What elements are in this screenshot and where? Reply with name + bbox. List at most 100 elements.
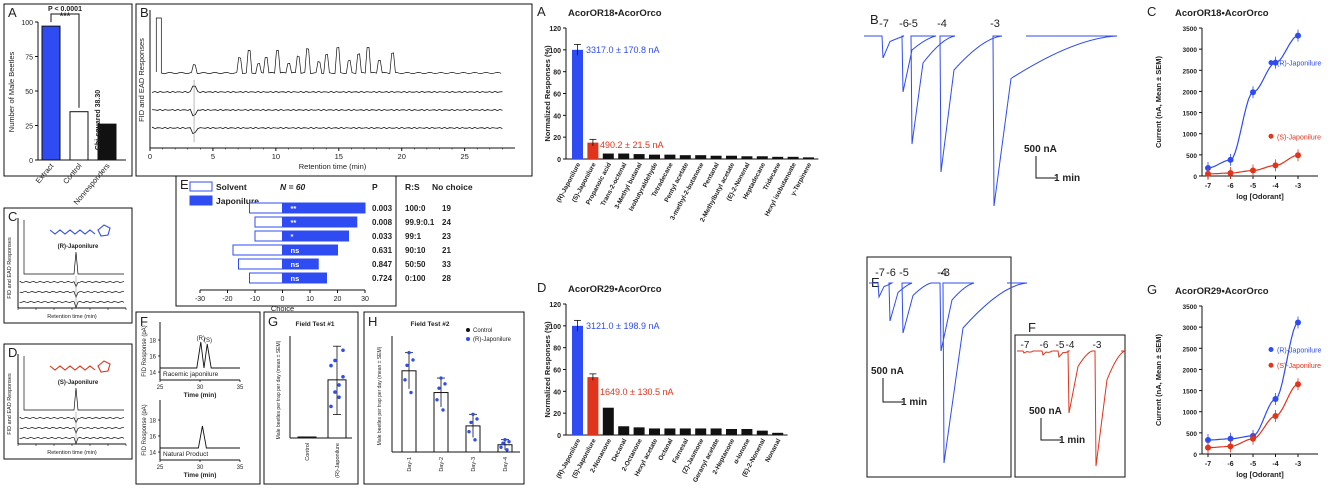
- chart-title: Field Test #1: [296, 321, 335, 328]
- ead-trace: [19, 290, 125, 299]
- data-point: [1295, 32, 1301, 39]
- bar: [710, 155, 722, 159]
- bar: [679, 155, 691, 159]
- legend-marker: [1268, 60, 1274, 66]
- x-axis-label: log [Odorant]: [1236, 470, 1284, 479]
- peak-label: (R): [197, 336, 205, 342]
- header-rs: R:S: [405, 182, 420, 192]
- panel-letter: F: [1028, 320, 1036, 335]
- y-tick-label: 18: [149, 339, 156, 345]
- y-tick-label: 20: [553, 411, 561, 418]
- bar: [649, 428, 660, 435]
- bar: [756, 430, 768, 435]
- data-point: [505, 448, 509, 452]
- x-axis-label: Choice: [271, 304, 294, 313]
- panel-frame: [175, 175, 397, 307]
- panel-frame: [866, 256, 1012, 478]
- data-point: [341, 375, 345, 379]
- y-tick-label: 500: [1186, 431, 1197, 438]
- data-point: [409, 390, 413, 395]
- rs-ratio: 50:50: [405, 260, 426, 269]
- panel-d_right: D AcorOR29•AcorOrco 0 20 40 60 80 100 120 Normali…: [537, 280, 788, 484]
- data-point: [437, 386, 441, 390]
- japonilure-bar: [282, 216, 358, 228]
- x-tick-label: Extract: [34, 161, 56, 185]
- bar: [803, 157, 814, 159]
- significance-label: ns: [291, 274, 300, 283]
- data-point: [1250, 89, 1256, 96]
- rs-ratio: 99:1: [405, 232, 422, 241]
- legend-label: Japonilure: [216, 196, 259, 206]
- scale-current: 500 nA: [1024, 144, 1057, 155]
- x-tick-label: Day-2: [439, 457, 445, 472]
- concentration-label: -4: [1066, 340, 1075, 351]
- x-tick-label: 10: [306, 296, 314, 303]
- ead-trace: [19, 416, 125, 424]
- data-point: [507, 440, 511, 444]
- panel-letter: A: [8, 5, 17, 20]
- legend-marker: [1268, 133, 1274, 139]
- molecule-chain: [49, 229, 96, 235]
- panel-letter: D: [8, 345, 17, 360]
- data-point: [503, 437, 507, 442]
- fid-trace: [155, 17, 502, 75]
- panel-b_right: B -7 -6 -5 -4 -3 500 nA 1 min: [864, 12, 1118, 207]
- legend-marker: [1268, 362, 1274, 368]
- bar: [41, 25, 61, 161]
- scale-time: 1 min: [901, 397, 927, 408]
- concentration-label: -6: [899, 18, 909, 30]
- data-point: [435, 398, 439, 402]
- y-tick-label: 25: [25, 124, 33, 131]
- panel-letter: H: [368, 314, 377, 329]
- chart-title: AcorOR29•AcorOrco: [568, 284, 662, 295]
- japonilure-bar: [282, 202, 366, 214]
- legend-marker: [466, 337, 470, 341]
- n-label: N = 60: [280, 182, 306, 192]
- solvent-bar: [232, 244, 283, 256]
- y-axis-label: Male beetles per trap per day (mean ± SE…: [276, 340, 282, 439]
- concentration-label: -4: [937, 18, 947, 30]
- panel-d_left: D Retention time (min) FID and EAD Respons…: [3, 343, 133, 460]
- x-tick-label: 25: [157, 385, 164, 391]
- value-annotation: 3317.0 ± 170.8 nA: [586, 45, 660, 55]
- legend-label: Solvent: [216, 182, 247, 192]
- significance-label: *: [291, 232, 294, 241]
- concentration-label: -7: [1021, 340, 1030, 351]
- x-tick-label: 10: [272, 152, 280, 161]
- x-tick-label: 15: [335, 152, 343, 161]
- x-tick-label: -4: [1272, 183, 1278, 190]
- data-point: [1295, 319, 1301, 326]
- panel-h-left: H Field Test #2 Control (R)-Japonilure Male …: [363, 311, 525, 485]
- natural-trace: [160, 425, 240, 449]
- no-choice: 28: [442, 274, 451, 283]
- rs-ratio: 99.9:0.1: [405, 218, 435, 227]
- panel-frame: [3, 207, 133, 324]
- panel-b-left: B 0 5 10 15 20 25 Retention time (min) FID and E…: [135, 3, 533, 177]
- y-axis-label: Normalized Responses (%): [543, 45, 552, 142]
- chi-squared: Chi-squared 38.30: [95, 90, 102, 150]
- y-tick-label: 16: [149, 355, 156, 361]
- y-tick-label: 0: [29, 158, 33, 165]
- molecule-ring: [97, 224, 111, 237]
- panel-frame: [263, 311, 359, 485]
- value-annotation: 1649.0 ± 130.5 nA: [600, 387, 674, 397]
- y-axis-label: FID and EAD Responses: [7, 237, 13, 299]
- data-point: [1295, 152, 1301, 159]
- y-tick-label: 3000: [1183, 325, 1198, 332]
- data-point: [467, 430, 471, 434]
- x-tick-label: -4: [1272, 461, 1278, 468]
- y-axis-label: Current (nA, Mean ± SEM): [1154, 333, 1163, 426]
- y-tick-label: 14: [149, 451, 156, 457]
- panel-frame: [135, 311, 261, 485]
- ead-trace: [152, 85, 503, 94]
- bar: [649, 154, 660, 159]
- rs-ratio: 90:10: [405, 246, 426, 255]
- data-point: [1205, 444, 1211, 451]
- rs-ratio: 0:100: [405, 274, 426, 283]
- scale-current: 500 nA: [1029, 406, 1062, 417]
- p-value: 0.631: [372, 246, 393, 255]
- panel-letter: C: [1147, 4, 1156, 19]
- bar: [741, 428, 753, 435]
- x-tick-label: Nonanal: [764, 437, 782, 463]
